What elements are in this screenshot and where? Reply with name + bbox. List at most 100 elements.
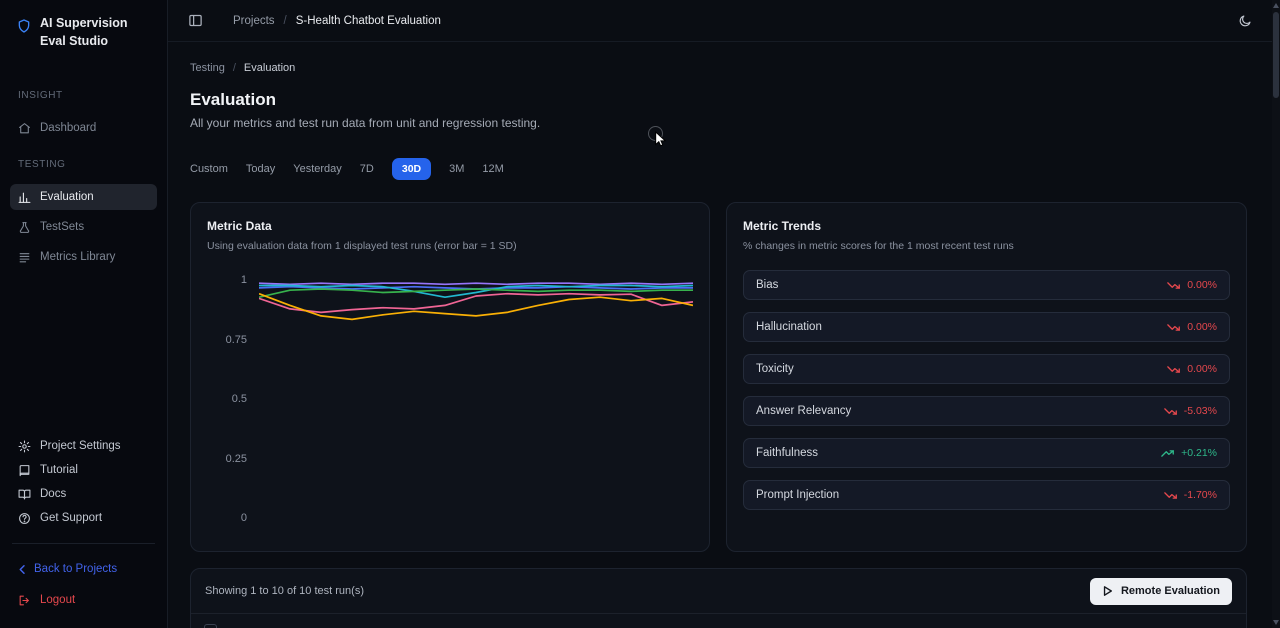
trend-rows: Bias 0.00% Hallucination 0.00% bbox=[743, 270, 1230, 510]
trend-row-faithfulness: Faithfulness +0.21% bbox=[743, 438, 1230, 468]
trend-label: Faithfulness bbox=[756, 447, 819, 459]
sidebar-item-docs[interactable]: Docs bbox=[10, 482, 157, 506]
y-tick: 0.25 bbox=[225, 452, 247, 465]
metric-trends-title: Metric Trends bbox=[743, 219, 822, 233]
trending-down-icon bbox=[1167, 364, 1181, 375]
filter-today[interactable]: Today bbox=[245, 163, 276, 175]
sidebar-item-label: Evaluation bbox=[40, 191, 94, 204]
trending-up-icon bbox=[1161, 448, 1175, 459]
metric-data-card: Metric Data Using evaluation data from 1… bbox=[190, 202, 710, 552]
book-open-icon bbox=[18, 488, 31, 501]
page-subtitle: All your metrics and test run data from … bbox=[190, 116, 541, 130]
trend-row-prompt-injection: Prompt Injection -1.70% bbox=[743, 480, 1230, 510]
trend-value: -5.03% bbox=[1183, 405, 1217, 417]
sidebar-item-testsets[interactable]: TestSets bbox=[10, 214, 157, 240]
trend-label: Prompt Injection bbox=[756, 489, 840, 501]
sidebar-item-tutorial[interactable]: Tutorial bbox=[10, 458, 157, 482]
section-label-insight: INSIGHT bbox=[18, 90, 63, 102]
chevron-left-icon bbox=[18, 564, 27, 575]
logout-icon bbox=[18, 594, 31, 607]
metric-data-subtitle: Using evaluation data from 1 displayed t… bbox=[207, 240, 517, 252]
page-breadcrumb: Testing / Evaluation bbox=[190, 62, 1247, 74]
sidebar-divider bbox=[12, 543, 155, 544]
topbar: Projects / S-Health Chatbot Evaluation bbox=[168, 0, 1272, 42]
select-all-checkbox[interactable] bbox=[204, 624, 217, 628]
trend-value: 0.00% bbox=[1187, 321, 1217, 333]
sidebar-item-project-settings[interactable]: Project Settings bbox=[10, 434, 157, 458]
breadcrumb: Projects / S-Health Chatbot Evaluation bbox=[233, 15, 441, 27]
footer-item-label: Tutorial bbox=[40, 464, 78, 476]
page-breadcrumb-testing[interactable]: Testing bbox=[190, 62, 225, 74]
bar-chart-icon bbox=[18, 191, 31, 204]
y-tick: 1 bbox=[240, 274, 247, 286]
app-title: AI Supervision Eval Studio bbox=[40, 16, 128, 49]
logout-label: Logout bbox=[40, 594, 76, 606]
metric-trends-subtitle: % changes in metric scores for the 1 mos… bbox=[743, 240, 1014, 252]
breadcrumb-current: S-Health Chatbot Evaluation bbox=[295, 14, 441, 27]
trend-label: Answer Relevancy bbox=[756, 405, 852, 417]
results-summary: Showing 1 to 10 of 10 test run(s) bbox=[205, 585, 364, 597]
back-to-projects-link[interactable]: Back to Projects bbox=[10, 557, 157, 581]
flask-icon bbox=[18, 221, 31, 234]
back-link-label: Back to Projects bbox=[34, 563, 118, 575]
sidebar: AI Supervision Eval Studio INSIGHT Dashb… bbox=[0, 0, 168, 628]
sidebar-item-dashboard[interactable]: Dashboard bbox=[10, 115, 157, 141]
remote-evaluation-button[interactable]: Remote Evaluation bbox=[1089, 577, 1232, 605]
footer-item-label: Project Settings bbox=[40, 440, 121, 452]
remote-evaluation-label: Remote Evaluation bbox=[1120, 585, 1220, 597]
sidebar-toggle-icon[interactable] bbox=[188, 13, 203, 28]
metric-data-title: Metric Data bbox=[207, 219, 272, 233]
trending-down-icon bbox=[1167, 280, 1181, 291]
trend-row-toxicity: Toxicity 0.00% bbox=[743, 354, 1230, 384]
sidebar-item-evaluation[interactable]: Evaluation bbox=[10, 184, 157, 211]
trend-row-bias: Bias 0.00% bbox=[743, 270, 1230, 300]
trend-row-hallucination: Hallucination 0.00% bbox=[743, 312, 1230, 342]
trend-label: Bias bbox=[756, 279, 779, 291]
scrollbar-thumb[interactable] bbox=[1273, 12, 1279, 98]
trend-label: Hallucination bbox=[756, 321, 822, 333]
time-range-filter: Custom Today Yesterday 7D 30D 3M 12M bbox=[190, 158, 1247, 180]
filter-12m[interactable]: 12M bbox=[482, 163, 504, 175]
book-icon bbox=[18, 464, 31, 477]
gear-icon bbox=[18, 440, 31, 453]
main-content: Testing / Evaluation Evaluation All your… bbox=[168, 42, 1272, 628]
section-label-testing: TESTING bbox=[18, 159, 66, 171]
logout-button[interactable]: Logout bbox=[10, 588, 157, 612]
breadcrumb-separator: / bbox=[283, 14, 287, 27]
sidebar-item-get-support[interactable]: Get Support bbox=[10, 506, 157, 530]
scroll-up-arrow-icon[interactable] bbox=[1273, 3, 1279, 8]
footer-item-label: Docs bbox=[40, 488, 67, 500]
page-title: Evaluation bbox=[190, 90, 276, 109]
page-scrollbar[interactable] bbox=[1272, 0, 1280, 628]
metric-trends-card: Metric Trends % changes in metric scores… bbox=[726, 202, 1247, 552]
scroll-down-arrow-icon[interactable] bbox=[1273, 620, 1279, 625]
home-icon bbox=[18, 122, 31, 135]
trend-value: 0.00% bbox=[1187, 279, 1217, 291]
app-logo: AI Supervision Eval Studio bbox=[10, 14, 157, 50]
shield-icon bbox=[16, 17, 32, 35]
trend-value: 0.00% bbox=[1187, 363, 1217, 375]
trend-value: +0.21% bbox=[1181, 447, 1217, 459]
trending-down-icon bbox=[1167, 322, 1181, 333]
chart-plot-area bbox=[259, 274, 693, 524]
trending-down-icon bbox=[1163, 406, 1178, 417]
page-breadcrumb-evaluation: Evaluation bbox=[243, 62, 296, 74]
chart-y-axis: 1 0.75 0.5 0.25 0 bbox=[207, 274, 259, 524]
filter-7d[interactable]: 7D bbox=[359, 163, 374, 175]
play-icon bbox=[1102, 585, 1113, 597]
filter-30d[interactable]: 30D bbox=[391, 158, 432, 180]
breadcrumb-projects[interactable]: Projects bbox=[233, 14, 275, 27]
sidebar-item-label: Dashboard bbox=[40, 122, 97, 135]
theme-toggle-moon-icon[interactable] bbox=[1238, 14, 1252, 28]
library-icon bbox=[18, 251, 31, 264]
filter-custom[interactable]: Custom bbox=[190, 163, 228, 175]
y-tick: 0.75 bbox=[225, 333, 247, 346]
filter-yesterday[interactable]: Yesterday bbox=[293, 163, 342, 175]
trend-label: Toxicity bbox=[756, 363, 794, 375]
test-runs-panel: Showing 1 to 10 of 10 test run(s) Remote… bbox=[190, 568, 1247, 628]
footer-item-label: Get Support bbox=[40, 512, 103, 524]
sidebar-item-label: TestSets bbox=[40, 221, 85, 234]
metric-line-chart: 1 0.75 0.5 0.25 0 bbox=[207, 274, 693, 524]
filter-3m[interactable]: 3M bbox=[449, 163, 465, 175]
sidebar-item-metrics-library[interactable]: Metrics Library bbox=[10, 244, 157, 270]
